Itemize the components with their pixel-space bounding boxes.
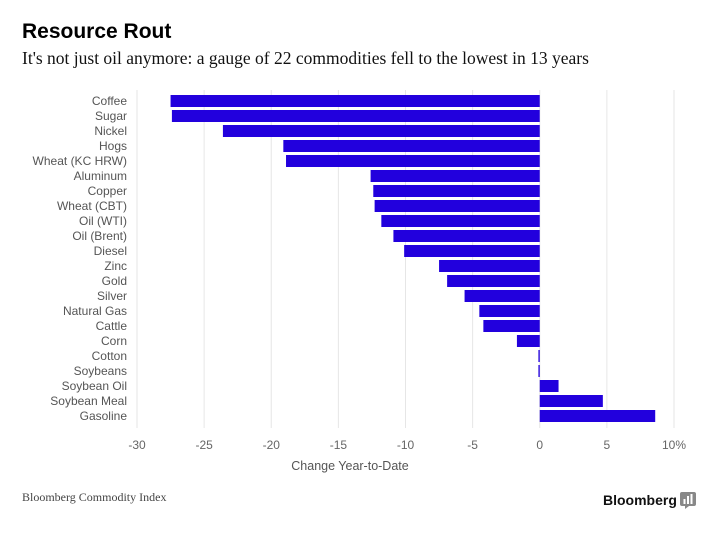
category-label: Oil (Brent)	[72, 229, 127, 243]
x-tick-label: 5	[604, 438, 611, 452]
bar-hogs	[283, 140, 540, 152]
category-label: Natural Gas	[63, 304, 127, 318]
bar-aluminum	[370, 170, 540, 182]
bar-copper	[373, 185, 540, 197]
category-label: Diesel	[94, 244, 127, 258]
category-label: Copper	[88, 184, 127, 198]
category-label: Wheat (KC HRW)	[33, 154, 127, 168]
bar-silver	[464, 290, 540, 302]
category-label: Corn	[101, 334, 127, 348]
category-label: Soybeans	[74, 364, 127, 378]
x-tick-label: -15	[330, 438, 348, 452]
x-tick-label: 0	[536, 438, 543, 452]
category-label: Gasoline	[80, 409, 128, 423]
bloomberg-chart-icon	[680, 492, 696, 509]
category-label: Oil (WTI)	[79, 214, 127, 228]
bar-gasoline	[539, 410, 656, 422]
bar-wheat-cbt	[374, 200, 540, 212]
x-tick-label: -20	[263, 438, 281, 452]
bar-soybean-meal	[539, 395, 603, 407]
category-label: Silver	[97, 289, 127, 303]
category-label: Cattle	[96, 319, 128, 333]
bar-oil-brent	[393, 230, 540, 242]
category-label: Wheat (CBT)	[57, 199, 127, 213]
category-label: Zinc	[104, 259, 127, 273]
bar-series	[170, 95, 656, 422]
x-tick-label: -25	[195, 438, 213, 452]
category-label: Soybean Oil	[62, 379, 127, 393]
category-label: Coffee	[92, 94, 127, 108]
x-tick-label: -10	[397, 438, 415, 452]
category-label: Nickel	[94, 124, 127, 138]
bar-natural-gas	[479, 305, 540, 317]
brand-logo: Bloomberg	[603, 492, 677, 508]
bar-diesel	[404, 245, 540, 257]
x-tick-label: 10%	[662, 438, 686, 452]
bar-gold	[447, 275, 540, 287]
category-label: Sugar	[95, 109, 127, 123]
category-label: Aluminum	[74, 169, 127, 183]
bar-corn	[516, 335, 540, 347]
bar-sugar	[171, 110, 540, 122]
bar-coffee	[170, 95, 540, 107]
chart-title: Resource Rout	[22, 20, 172, 43]
category-label: Hogs	[99, 139, 127, 153]
bar-wheat-kc-hrw	[286, 155, 540, 167]
category-label: Cotton	[92, 349, 127, 363]
bar-cattle	[483, 320, 540, 332]
bar-cotton	[538, 350, 540, 362]
bar-nickel	[222, 125, 540, 137]
bar-oil-wti	[381, 215, 540, 227]
bar-zinc	[439, 260, 540, 272]
x-axis-label: Change Year-to-Date	[291, 459, 408, 473]
bar-soybeans	[538, 365, 540, 377]
source-note: Bloomberg Commodity Index	[22, 490, 167, 504]
category-label: Gold	[102, 274, 127, 288]
x-tick-label: -30	[128, 438, 146, 452]
x-axis-ticks: -30 -25 -20 -15 -10 -5 0 5 10%	[128, 438, 686, 452]
x-tick-label: -5	[467, 438, 478, 452]
bar-soybean-oil	[539, 380, 559, 392]
category-label: Soybean Meal	[50, 394, 127, 408]
chart-subtitle: It's not just oil anymore: a gauge of 22…	[22, 48, 589, 68]
